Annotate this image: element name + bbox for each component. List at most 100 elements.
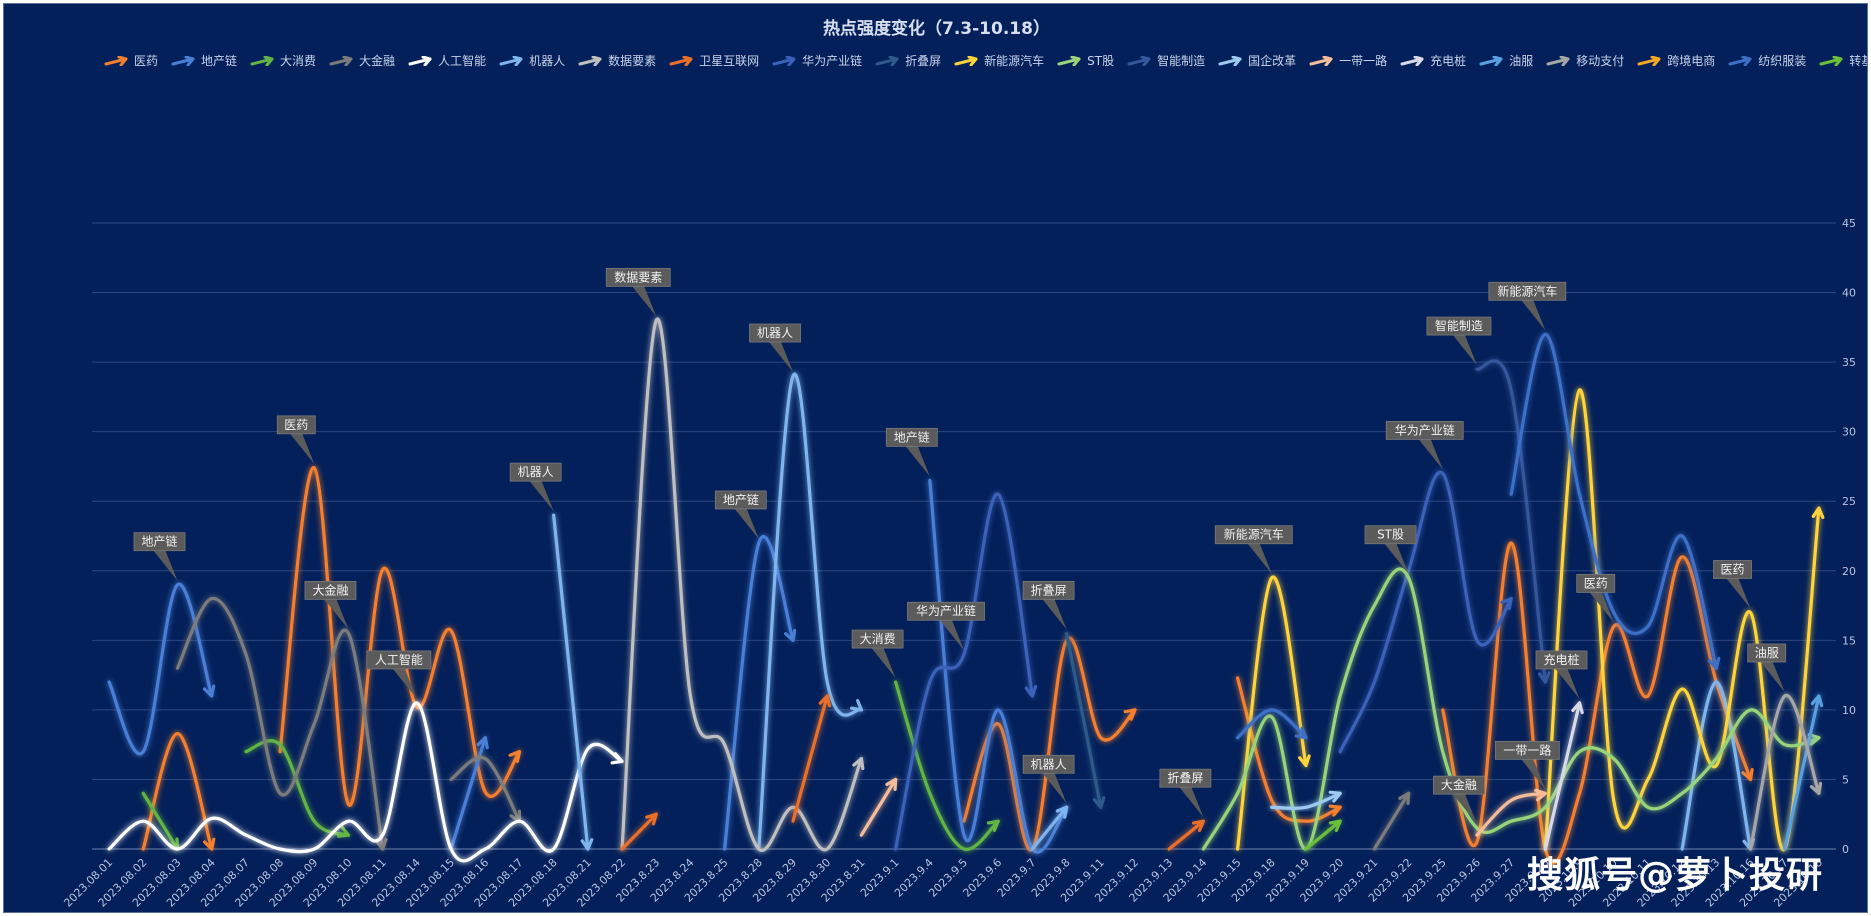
series-line bbox=[791, 694, 829, 823]
callout-box bbox=[133, 532, 186, 552]
callout-box bbox=[1214, 525, 1293, 545]
callout-box bbox=[509, 462, 562, 482]
series-arrow bbox=[202, 837, 216, 851]
callout-label: 新能源汽车 bbox=[1224, 527, 1284, 542]
callout-label: 机器人 bbox=[518, 465, 554, 479]
series-line bbox=[552, 513, 590, 851]
callout-box bbox=[1385, 420, 1464, 440]
legend-arrow-icon bbox=[1218, 55, 1242, 66]
series-卫星互联网 bbox=[620, 694, 1205, 851]
callout-box bbox=[1488, 281, 1567, 301]
legend-item[interactable]: 新能源汽车 bbox=[954, 52, 1044, 69]
callout-label: 数据要素 bbox=[614, 269, 662, 284]
series-line bbox=[1270, 791, 1342, 810]
callout-pointer bbox=[1179, 787, 1204, 818]
callout-label: 智能制造 bbox=[1435, 318, 1483, 333]
legend-line bbox=[954, 57, 978, 65]
series-line bbox=[175, 596, 385, 851]
legend-item[interactable]: 一带一路 bbox=[1309, 52, 1387, 69]
series-line bbox=[962, 636, 1137, 852]
callout-label: 医药 bbox=[284, 418, 308, 432]
legend-item[interactable]: 跨境电商 bbox=[1637, 52, 1715, 69]
series-arrow bbox=[1294, 726, 1308, 740]
callout-label: 医药 bbox=[1584, 576, 1608, 590]
series-arrow bbox=[1534, 788, 1547, 802]
legend-arrow-icon bbox=[1728, 55, 1752, 66]
series-arrow bbox=[849, 699, 864, 712]
callout-pointer bbox=[871, 648, 896, 679]
legend-label: 转基因 bbox=[1849, 54, 1867, 68]
legend-label: 折叠屏 bbox=[905, 54, 942, 68]
legend-item[interactable]: 油服 bbox=[1479, 52, 1533, 69]
legend-item[interactable]: 国企改革 bbox=[1218, 52, 1296, 69]
callout-box bbox=[1747, 643, 1787, 663]
series-line bbox=[859, 777, 898, 837]
callout-box bbox=[1433, 775, 1485, 795]
series-line bbox=[1475, 791, 1547, 837]
callout-box bbox=[1364, 525, 1417, 545]
legend-arrowhead bbox=[1741, 55, 1752, 66]
legend-line bbox=[1637, 57, 1661, 65]
callout-pointer bbox=[1760, 661, 1785, 692]
legend-item[interactable]: 纺织服装 bbox=[1728, 52, 1806, 69]
series-arrow bbox=[336, 825, 351, 838]
watermark: 搜狐号@萝卜投研 bbox=[1526, 855, 1823, 896]
series-智能制造 bbox=[1475, 359, 1551, 684]
legend-arrowhead bbox=[1231, 55, 1242, 66]
series-line bbox=[1748, 694, 1821, 851]
series-arrow bbox=[1024, 684, 1038, 698]
callout-box bbox=[1576, 574, 1616, 593]
legend-item[interactable]: 转基因 bbox=[1819, 52, 1867, 69]
legend-item[interactable]: 折叠屏 bbox=[875, 52, 941, 69]
series-一带一路 bbox=[859, 777, 1547, 837]
callout-box bbox=[714, 490, 767, 510]
legend-item[interactable]: 人工智能 bbox=[408, 52, 486, 69]
series-line bbox=[1680, 680, 1753, 851]
legend-line bbox=[1218, 57, 1242, 65]
callout-label: 机器人 bbox=[1031, 757, 1067, 771]
y-tick-label: 10 bbox=[1842, 704, 1856, 717]
legend-label: 机器人 bbox=[529, 54, 566, 68]
legend: 医药 地产链 大消费 大金融 人工智能 机器人 数据要素 卫星互联网 华为产业链 折叠屏 新能源汽车… bbox=[104, 52, 1867, 69]
legend-item[interactable]: 移动支付 bbox=[1546, 52, 1624, 69]
legend-item[interactable]: 大金融 bbox=[329, 52, 395, 69]
legend-item[interactable]: 充电桩 bbox=[1400, 52, 1466, 69]
series-line bbox=[449, 755, 522, 823]
legend-label: 数据要素 bbox=[608, 54, 657, 68]
legend-item[interactable]: 数据要素 bbox=[578, 52, 656, 69]
legend-arrow-icon bbox=[1309, 55, 1333, 66]
legend-line bbox=[171, 57, 195, 65]
series-line bbox=[449, 736, 487, 851]
legend-item[interactable]: 华为产业链 bbox=[772, 52, 862, 69]
series-arrow bbox=[610, 752, 624, 765]
legend-arrowhead bbox=[682, 55, 693, 66]
legend-arrowhead bbox=[1559, 55, 1570, 66]
legend-item[interactable]: 医药 bbox=[104, 52, 158, 69]
legend-item[interactable]: 大消费 bbox=[250, 52, 316, 69]
callout-pointer bbox=[1247, 543, 1272, 574]
legend-item[interactable]: 地产链 bbox=[171, 52, 237, 69]
legend-item[interactable]: 机器人 bbox=[499, 52, 565, 69]
legend-arrowhead bbox=[1492, 55, 1503, 66]
callout-pointer bbox=[290, 433, 315, 464]
legend-line bbox=[669, 57, 693, 65]
y-tick-label: 15 bbox=[1842, 634, 1856, 647]
legend-item[interactable]: ST股 bbox=[1057, 52, 1114, 69]
legend-label: 地产链 bbox=[201, 54, 238, 68]
legend-line bbox=[1479, 57, 1503, 65]
legend-arrowhead bbox=[1140, 55, 1151, 66]
legend-item[interactable]: 智能制造 bbox=[1127, 52, 1205, 69]
callout-box bbox=[1022, 754, 1075, 774]
callout-pointer bbox=[734, 508, 759, 539]
callout-label: 地产链 bbox=[141, 534, 177, 549]
legend-arrowhead bbox=[342, 55, 353, 66]
legend-arrowhead bbox=[184, 55, 195, 66]
legend-item[interactable]: 卫星互联网 bbox=[669, 52, 759, 69]
callout-label: 地产链 bbox=[723, 492, 759, 507]
legend-arrow-icon bbox=[171, 55, 195, 66]
series-line bbox=[1543, 388, 1821, 852]
series-arrow bbox=[1092, 796, 1106, 809]
callout-box bbox=[907, 601, 985, 621]
series-line bbox=[1167, 819, 1205, 851]
series-line bbox=[1783, 694, 1821, 851]
